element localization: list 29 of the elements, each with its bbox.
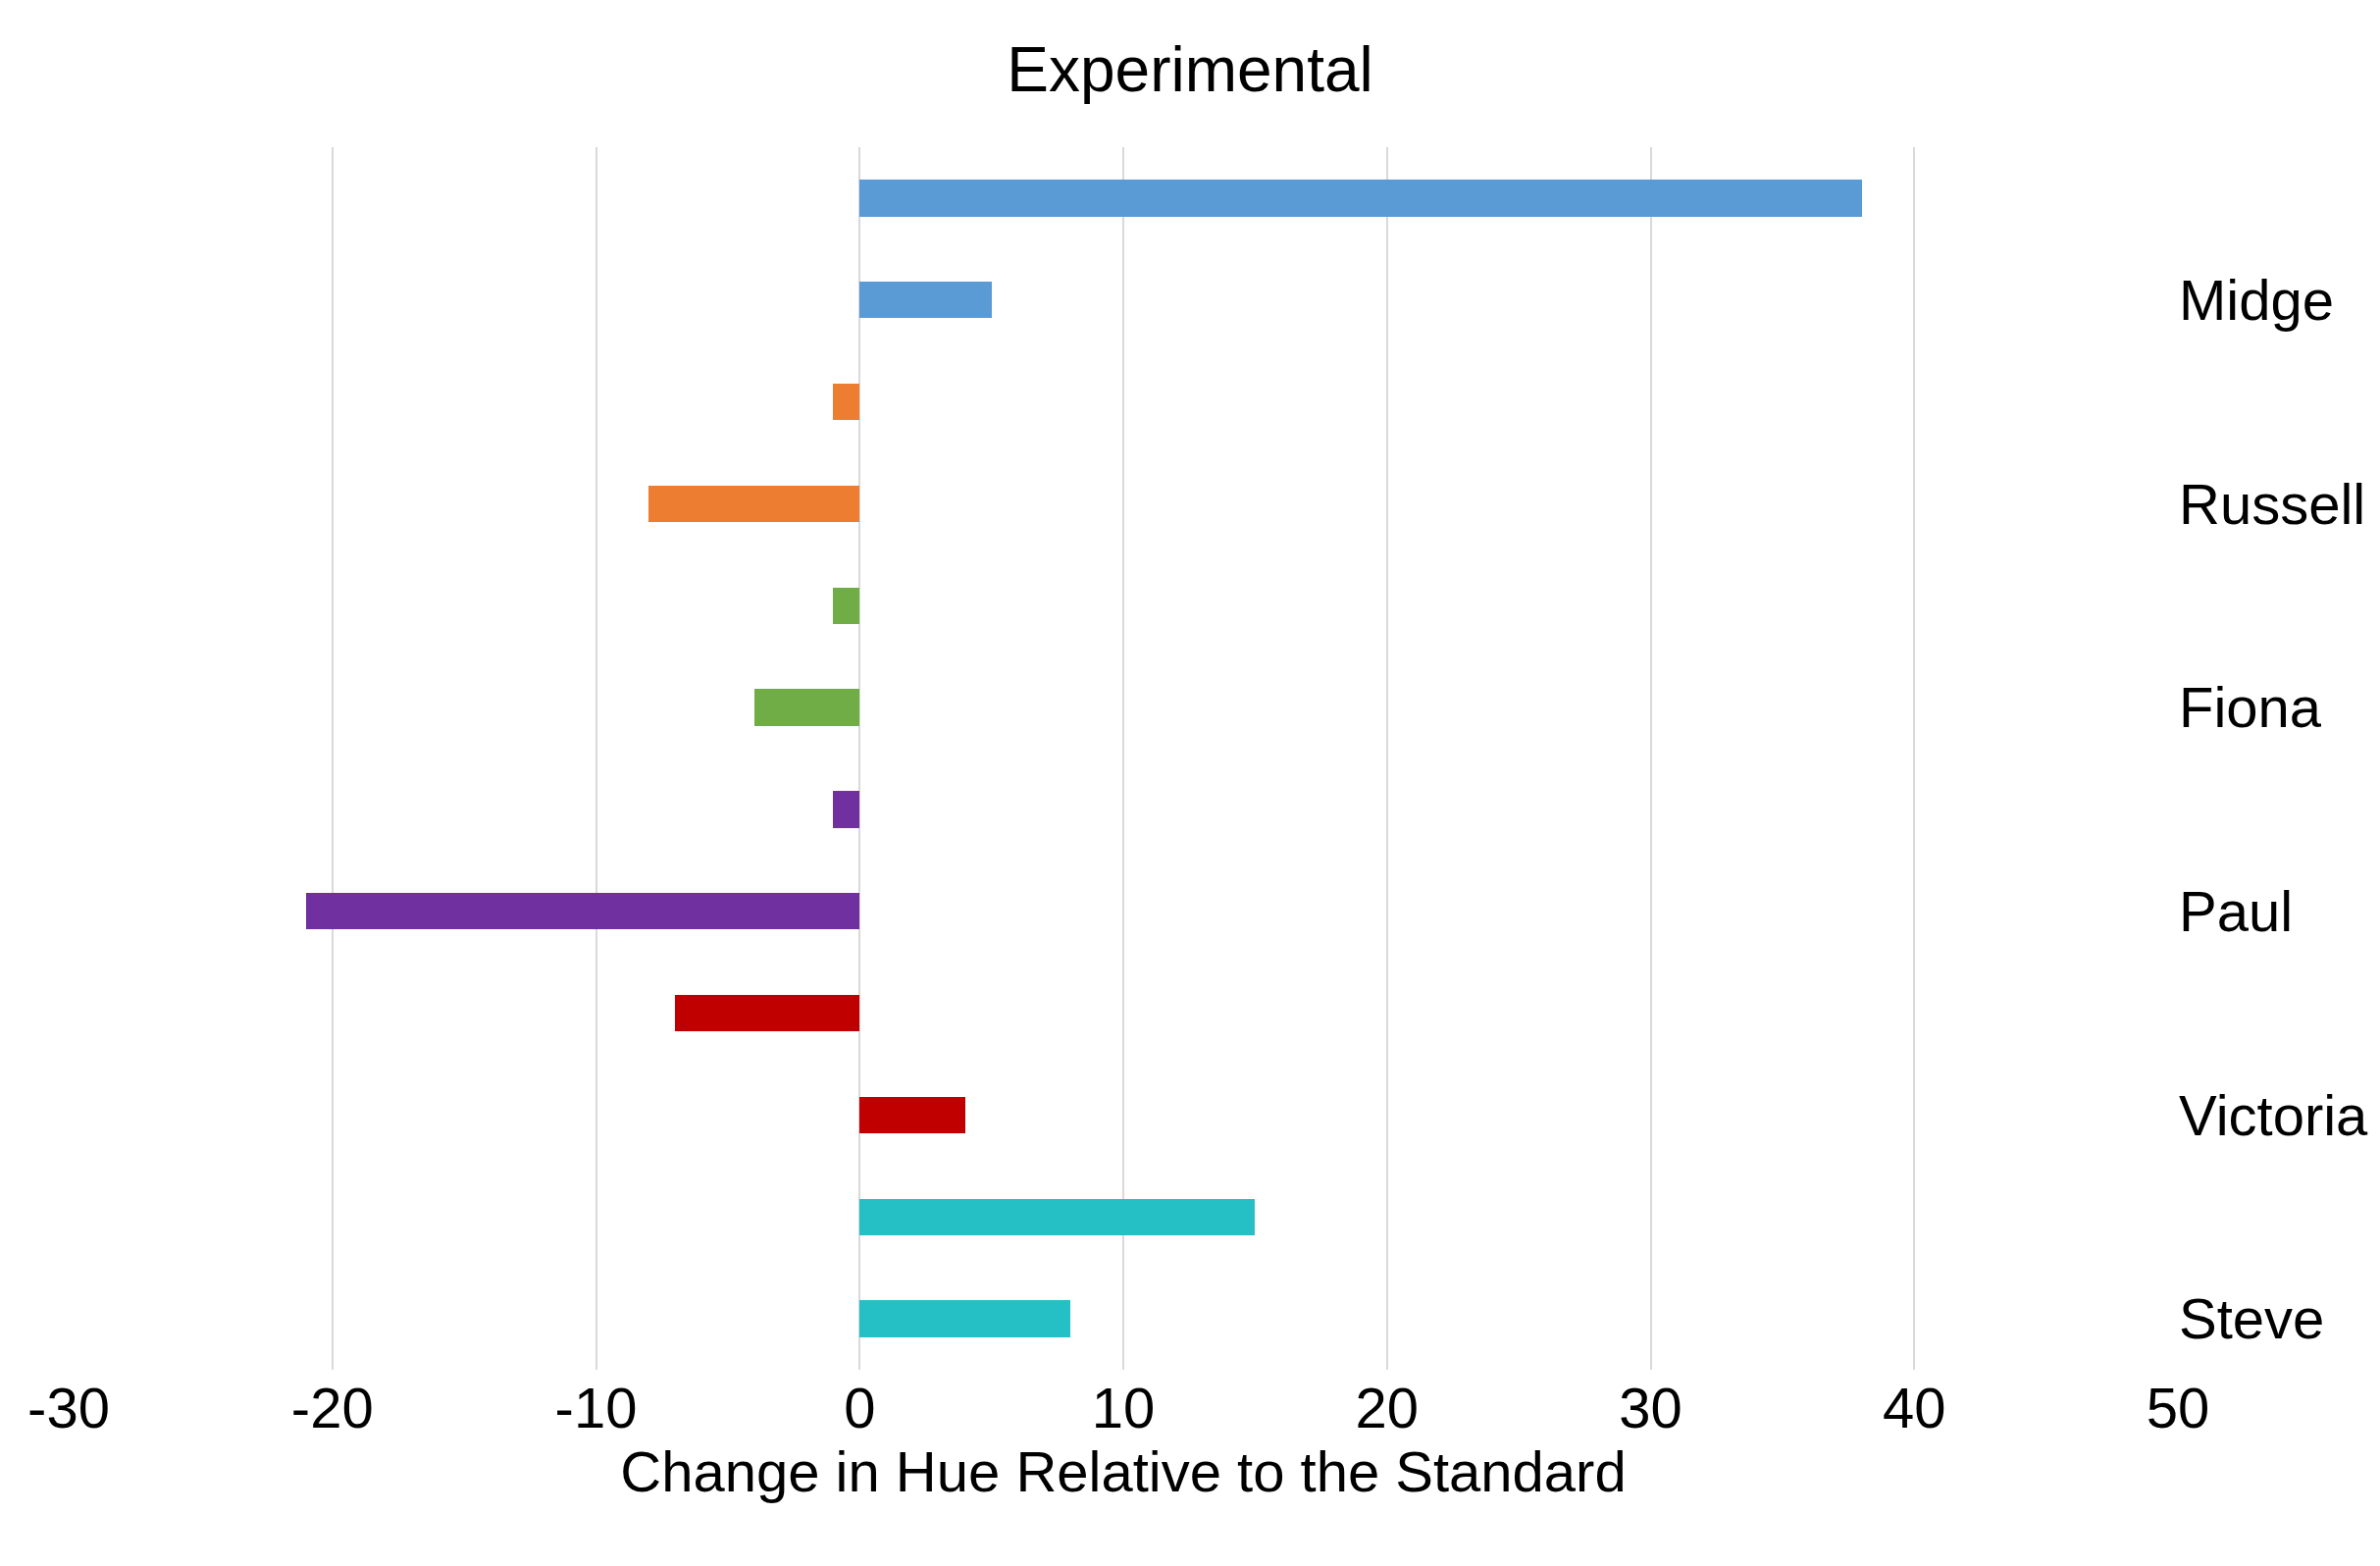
y-tick-label: Russell: [2179, 471, 2366, 536]
bar: [859, 1199, 1255, 1235]
bar: [833, 588, 859, 624]
x-tick-label: 10: [1091, 1376, 1156, 1439]
bar: [859, 1097, 965, 1133]
x-tick-label: -30: [27, 1376, 110, 1439]
y-tick-label: Victoria: [2179, 1082, 2369, 1147]
bar: [754, 689, 859, 726]
chart-title: Experimental: [1007, 33, 1373, 105]
x-tick-label: 20: [1355, 1376, 1420, 1439]
x-tick-label: 30: [1619, 1376, 1682, 1439]
bar: [859, 282, 992, 318]
x-tick-label: 0: [844, 1376, 876, 1439]
x-axis-title: Change in Hue Relative to the Standard: [620, 1439, 1627, 1503]
x-tick-label: 40: [1882, 1376, 1946, 1439]
bar: [648, 486, 859, 522]
y-tick-label: Midge: [2179, 268, 2334, 333]
y-tick-label: Fiona: [2179, 675, 2322, 740]
bar: [859, 1300, 1070, 1337]
bar: [675, 995, 859, 1031]
x-tick-label: -10: [554, 1376, 638, 1439]
bar: [833, 791, 859, 828]
bar: [833, 384, 859, 420]
x-tick-label: -20: [290, 1376, 374, 1439]
y-tick-label: Steve: [2179, 1286, 2325, 1351]
bar: [859, 180, 1862, 217]
bar: [306, 893, 859, 929]
x-tick-label: 50: [2146, 1376, 2210, 1439]
y-tick-label: Paul: [2179, 879, 2294, 944]
